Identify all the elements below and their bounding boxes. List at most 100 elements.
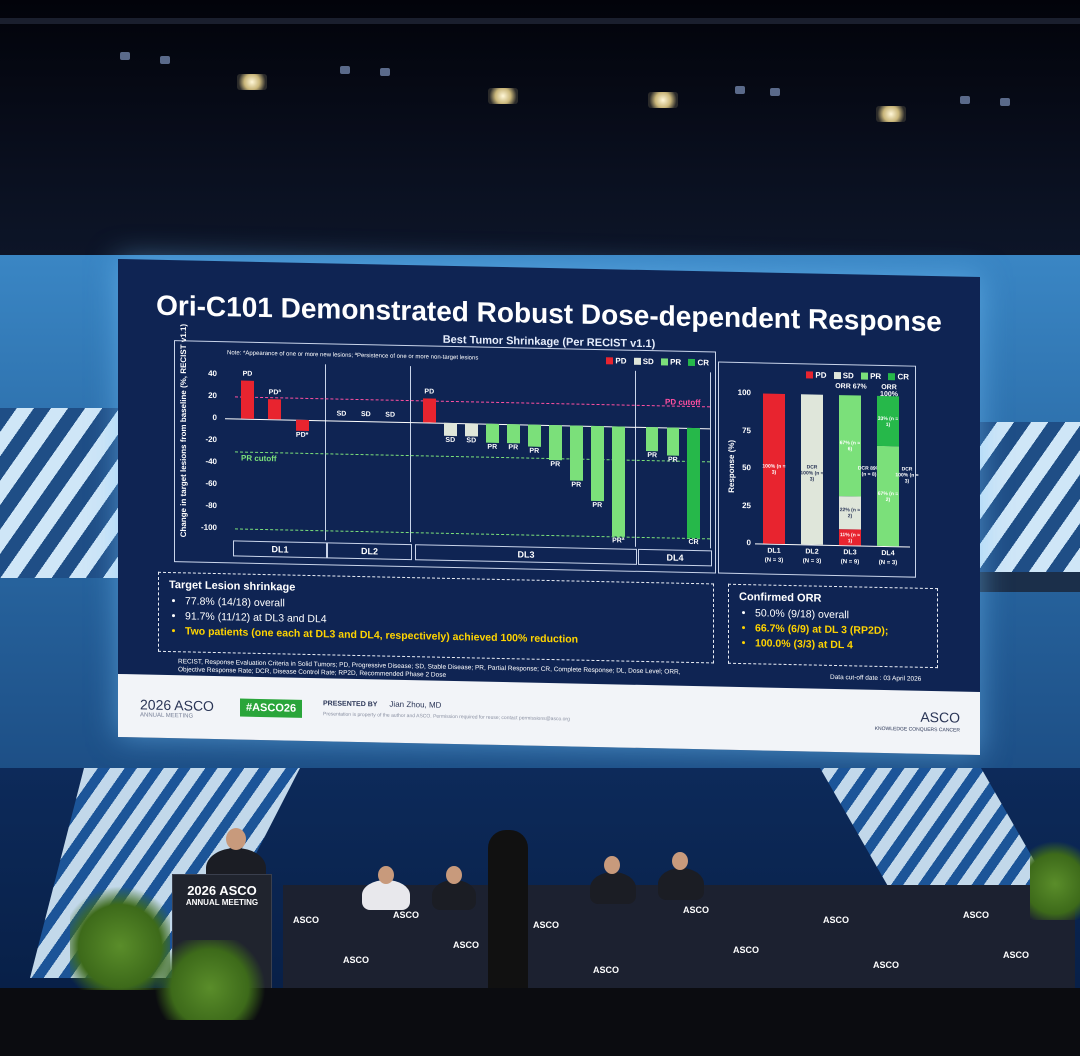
stage-light (488, 88, 518, 104)
y-tick-label: 20 (208, 390, 217, 401)
ceiling-fixture (120, 52, 130, 60)
waterfall-bar (486, 423, 499, 443)
y-tick-label: -100 (200, 522, 217, 533)
plant (70, 880, 170, 990)
waterfall-bar (465, 423, 478, 437)
dcr-side-label: DCR 100% (n = 3) (895, 466, 919, 485)
shrinkage-summary-box: Target Lesion shrinkage 77.8% (14/18) ov… (158, 571, 714, 664)
waterfall-bar (528, 424, 541, 447)
group-divider (710, 372, 711, 549)
waterfall-bar (570, 425, 583, 481)
asco-logo: ASCO KNOWLEDGE CONQUERS CANCER (875, 708, 960, 734)
bar-label: PD (424, 388, 435, 396)
ceiling-fixture (380, 68, 390, 76)
bar-label: PDª (268, 389, 281, 397)
speaker-head (226, 828, 246, 850)
right-side-screen (962, 422, 1080, 592)
asco-tagline: KNOWLEDGE CONQUERS CANCER (874, 725, 960, 734)
brand-name: 2026 ASCO (140, 696, 214, 714)
plant (1030, 830, 1080, 920)
group-label: DL1 (233, 540, 327, 559)
ceiling-fixture (1000, 98, 1010, 106)
disclaimer: Presentation is property of the author a… (323, 711, 570, 723)
footer-brand: 2026 ASCO ANNUAL MEETING (140, 696, 214, 720)
stripe-graphic (0, 408, 120, 578)
orr-top-label: ORR 67% (835, 382, 867, 391)
segment-label: 67% (n = 2) (877, 490, 899, 503)
asco-logo-text: ASCO (920, 708, 960, 726)
stage-light (237, 74, 267, 90)
bar-label: CR (688, 538, 699, 547)
category-label: DL2 (805, 548, 819, 556)
right-stage-graphic (820, 768, 1050, 888)
category-label: DL1 (767, 547, 781, 555)
waterfall-bar (507, 424, 520, 444)
pr-cutoff-line (235, 451, 710, 463)
waterfall-bar (666, 427, 680, 456)
table-logo: ASCO (533, 920, 560, 930)
table-logo: ASCO (293, 915, 320, 925)
waterfall-bar (612, 426, 625, 537)
panelist (362, 880, 410, 910)
hashtag-badge: #ASCO26 (240, 698, 303, 718)
lighting-truss (0, 18, 1080, 24)
bar-label: PR (529, 447, 540, 455)
segment-label: 100% (n = 3) (762, 463, 786, 476)
segment-label: 22% (n = 2) (839, 507, 861, 520)
segment-label: 33% (n = 1) (877, 415, 899, 428)
waterfall-bar (444, 422, 457, 437)
y-tick-label: 0 (746, 538, 751, 548)
stage-light (648, 92, 678, 108)
ceiling-fixture (340, 66, 350, 74)
presented-by-label: PRESENTED BY (323, 700, 378, 709)
y-tick-label: 50 (742, 463, 751, 473)
response-panel: PD SD PR CR Response (%) 100 75 50 25 0 100% … (718, 361, 919, 578)
table-logo: ASCO (393, 910, 420, 920)
category-n-label: (N = 3) (802, 558, 822, 565)
plant (150, 940, 270, 1020)
panelist-head (672, 852, 688, 870)
orr-item: 50.0% (9/18) overall (755, 607, 927, 623)
y-tick-label: -20 (205, 434, 217, 445)
bottom-ref-line (235, 528, 710, 540)
table-logo: ASCO (683, 905, 710, 915)
ceiling-fixture (160, 56, 170, 64)
group-label: DL2 (327, 542, 412, 561)
bar-label: PD* (295, 431, 309, 439)
table-logo: ASCO (1003, 950, 1030, 960)
group-label: DL3 (415, 544, 637, 565)
waterfall-bar (591, 425, 604, 501)
panelist (432, 880, 476, 910)
table-logo: ASCO (963, 910, 990, 920)
data-cutoff: Data cut-off date : 03 April 2026 (830, 673, 922, 683)
stripe-graphic (962, 422, 1080, 572)
category-n-label: (N = 3) (764, 557, 784, 564)
y-tick-label: -80 (205, 500, 217, 511)
podium-brand: 2026 ASCO (187, 883, 257, 898)
stage-light (876, 106, 906, 122)
waterfall-bar (423, 398, 436, 423)
group-divider (635, 370, 636, 547)
panel-table: ASCO ASCO ASCO ASCO ASCO ASCO ASCO ASCO … (283, 885, 1075, 1005)
y-tick-label: 100 (737, 387, 751, 398)
category-n-label: (N = 3) (878, 559, 898, 567)
bar-label: SD (385, 411, 396, 419)
bar-label: PRª (612, 537, 625, 545)
panelist (658, 868, 704, 900)
table-logo: ASCO (873, 960, 900, 970)
presenter-block: PRESENTED BY Jian Zhou, MD Presentation … (323, 698, 570, 723)
segment-label: 67% (n = 6) (839, 440, 861, 453)
y-tick-label: 25 (742, 500, 751, 510)
segment-label: DCR 100% (n = 3) (800, 464, 824, 483)
bar-label: PR (667, 455, 678, 464)
waterfall-bar (295, 419, 309, 431)
orr-highlight: 66.7% (6/9) at DL 3 (RP2D); (755, 622, 927, 638)
presenter-name: Jian Zhou, MD (389, 699, 442, 710)
ceiling-fixture (735, 86, 745, 94)
waterfall-panel: Note: *Appearance of one or more new les… (174, 324, 716, 574)
category-label: DL3 (843, 549, 857, 557)
y-tick-label: -60 (205, 478, 217, 489)
waterfall-bar (268, 399, 282, 420)
pd-cutoff-line (235, 396, 710, 408)
bar-label: SD (336, 410, 347, 418)
